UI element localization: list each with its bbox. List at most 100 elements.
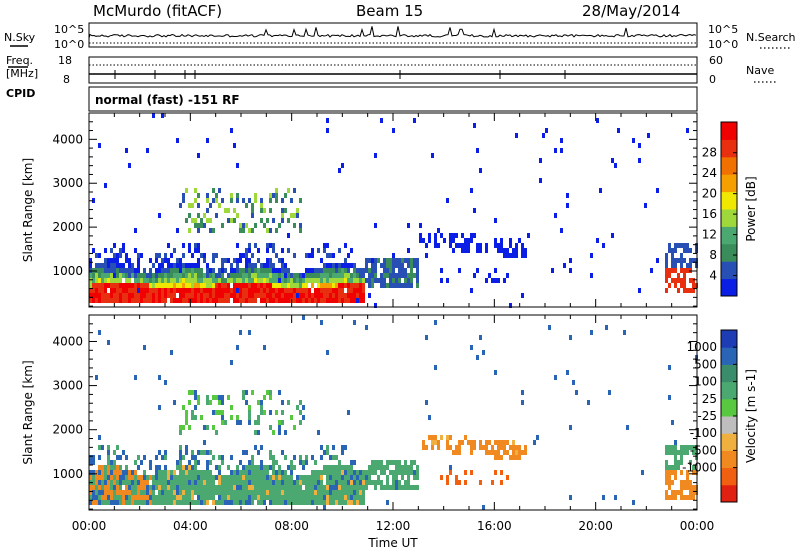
power-cell <box>230 263 233 268</box>
velocity-cell <box>236 500 239 505</box>
power-cell <box>227 298 230 303</box>
power-cell <box>497 243 500 248</box>
power-cell <box>170 298 173 303</box>
velocity-cell <box>302 315 305 320</box>
power-cell <box>197 283 200 288</box>
velocity-cell <box>164 450 167 455</box>
velocity-cell <box>590 330 593 335</box>
power-cell <box>149 288 152 293</box>
power-cell <box>323 248 326 253</box>
power-cell <box>332 263 335 268</box>
velocity-cell <box>257 470 260 475</box>
power-cell <box>89 283 92 288</box>
velocity-cell <box>221 400 224 405</box>
power-cell <box>368 278 371 283</box>
power-cell <box>263 283 266 288</box>
power-cell <box>176 228 179 233</box>
velocity-cell <box>146 495 149 500</box>
power-cell <box>230 288 233 293</box>
power-cell <box>398 283 401 288</box>
velocity-cell <box>125 475 128 480</box>
colorbar-tick-label: 25 <box>702 392 717 406</box>
power-cell <box>353 293 356 298</box>
power-cell <box>197 243 200 248</box>
velocity-cell <box>182 425 185 430</box>
velocity-cell <box>356 485 359 490</box>
power-cell <box>527 233 530 238</box>
power-cell <box>188 213 191 218</box>
power-cell <box>107 263 110 268</box>
velocity-cell <box>344 465 347 470</box>
velocity-cell <box>158 475 161 480</box>
power-cell <box>269 273 272 278</box>
power-cell <box>116 278 119 283</box>
power-cell <box>380 118 383 123</box>
colorbar-swatch <box>721 278 737 297</box>
velocity-cell <box>179 475 182 480</box>
power-cell <box>257 283 260 288</box>
power-cell <box>242 198 245 203</box>
velocity-cell <box>251 495 254 500</box>
velocity-cell <box>89 455 92 460</box>
power-cell <box>377 278 380 283</box>
power-cell <box>539 158 542 163</box>
power-data-area <box>89 113 698 308</box>
velocity-cell <box>668 480 671 485</box>
velocity-cell <box>323 505 326 510</box>
velocity-cell <box>233 475 236 480</box>
power-cell <box>515 133 518 138</box>
power-cell <box>185 298 188 303</box>
velocity-cell <box>227 495 230 500</box>
power-cell <box>347 263 350 268</box>
power-cell <box>89 288 92 293</box>
velocity-cell <box>272 455 275 460</box>
velocity-cell <box>329 470 332 475</box>
velocity-cell <box>407 480 410 485</box>
velocity-cell <box>305 500 308 505</box>
velocity-cell <box>317 430 320 435</box>
power-cell <box>146 298 149 303</box>
power-cell <box>677 288 680 293</box>
velocity-cell <box>197 495 200 500</box>
velocity-cell <box>161 490 164 495</box>
power-cell <box>197 248 200 253</box>
velocity-cell <box>302 415 305 420</box>
velocity-cell <box>200 495 203 500</box>
velocity-cell <box>449 470 452 475</box>
power-cell <box>200 273 203 278</box>
power-cell <box>128 283 131 288</box>
power-cell <box>371 268 374 273</box>
power-cell <box>206 218 209 223</box>
power-cell <box>143 298 146 303</box>
velocity-cell <box>320 320 323 325</box>
power-cell <box>368 258 371 263</box>
velocity-cell <box>194 455 197 460</box>
power-cell <box>188 268 191 273</box>
velocity-cell <box>104 485 107 490</box>
power-cell <box>212 188 215 193</box>
velocity-cell <box>170 500 173 505</box>
power-cell <box>206 138 209 143</box>
velocity-cell <box>371 460 374 465</box>
velocity-cell <box>221 495 224 500</box>
velocity-cell <box>125 470 128 475</box>
colorbar-tick-label: 20 <box>702 187 717 201</box>
power-cell <box>116 283 119 288</box>
power-cell <box>191 273 194 278</box>
power-cell <box>92 298 95 303</box>
velocity-cell <box>260 405 263 410</box>
power-cell <box>203 298 206 303</box>
power-cell <box>164 258 167 263</box>
power-cell <box>107 298 110 303</box>
velocity-cell <box>293 490 296 495</box>
power-cell <box>338 263 341 268</box>
velocity-cell <box>101 500 104 505</box>
velocity-cell <box>362 495 365 500</box>
velocity-cell <box>332 455 335 460</box>
velocity-cell <box>344 475 347 480</box>
power-cell <box>194 198 197 203</box>
velocity-cell <box>203 470 206 475</box>
power-cell <box>359 273 362 278</box>
power-cell <box>146 288 149 293</box>
